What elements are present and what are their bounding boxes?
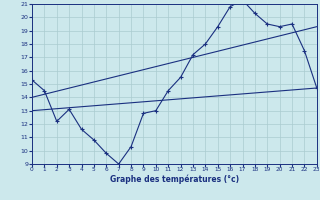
X-axis label: Graphe des températures (°c): Graphe des températures (°c) bbox=[110, 175, 239, 184]
